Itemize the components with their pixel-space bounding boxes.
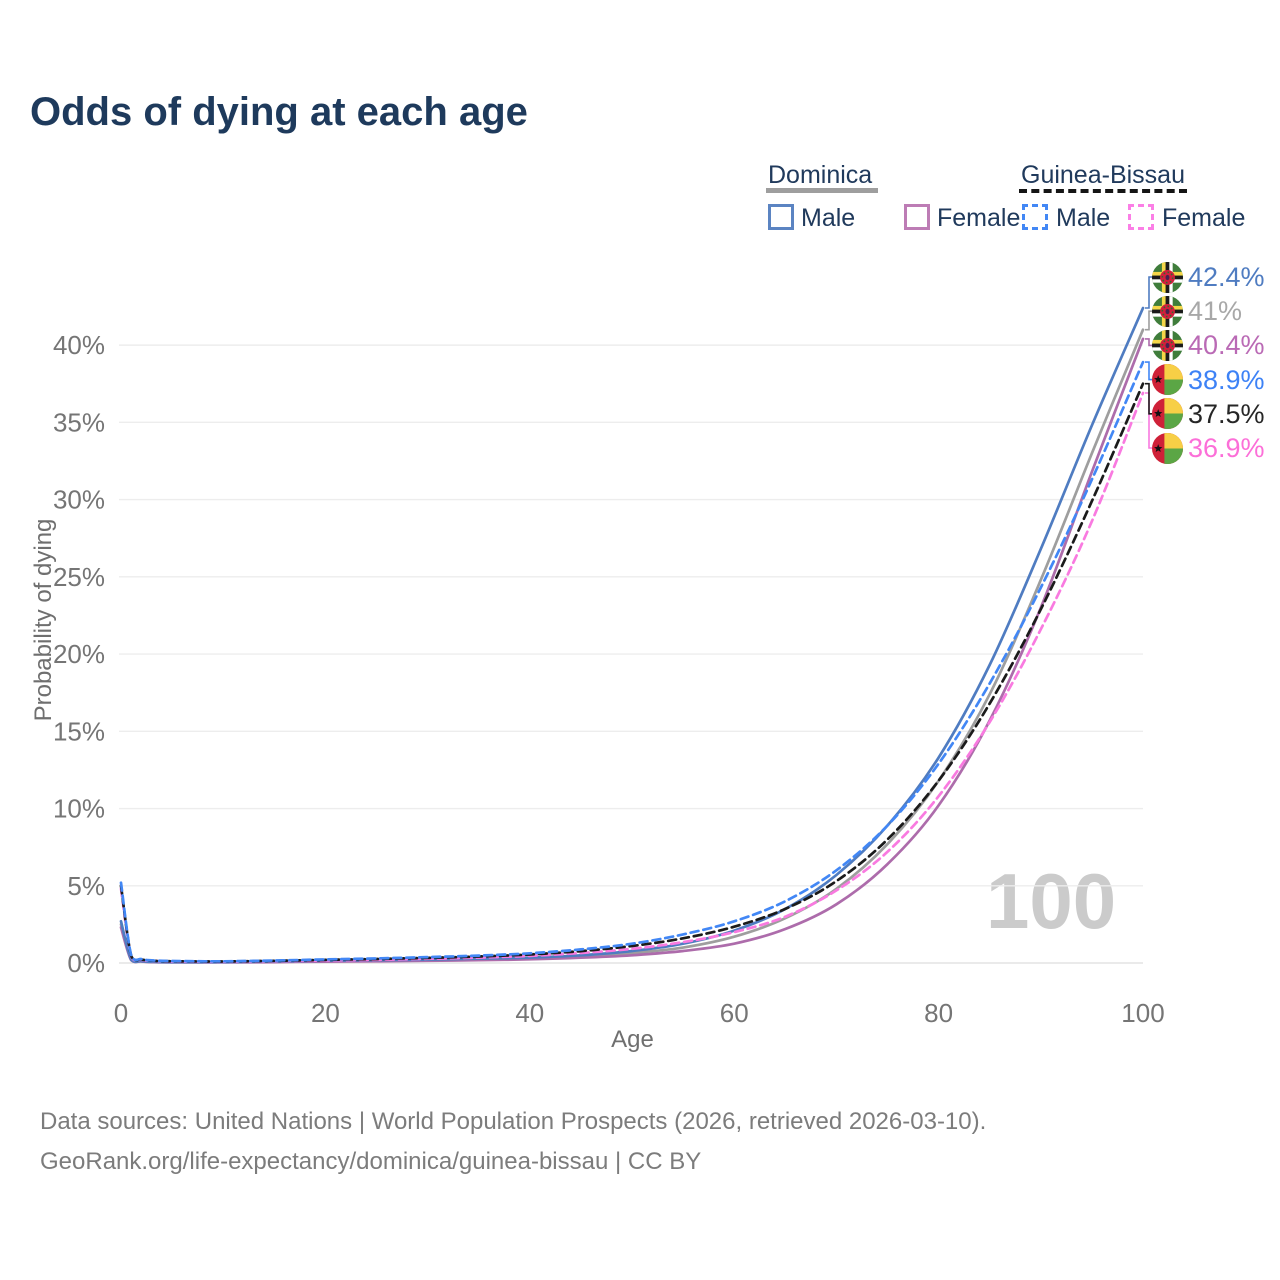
x-axis-title: Age [611,1026,654,1053]
y-tick-label: 30% [53,485,105,515]
guinea-bissau-flag-icon [1152,398,1183,430]
x-tick-label: 40 [515,998,544,1028]
series-line-dominica-female[interactable] [119,337,1145,964]
end-label-connector [1145,310,1152,331]
dominica-flag-icon [1152,261,1183,293]
footer-attribution[interactable]: GeoRank.org/life-expectancy/dominica/gui… [40,1148,702,1175]
y-tick-label: 40% [53,330,105,360]
end-value-label: 38.9% [1188,364,1265,395]
y-tick-label: 15% [53,716,105,746]
x-tick-label: 80 [924,998,953,1028]
dominica-flag-icon [1152,329,1183,361]
hover-age-watermark: 100 [986,857,1117,945]
series-line-dominica-both[interactable] [119,328,1145,964]
footer-data-sources: Data sources: United Nations | World Pop… [40,1108,987,1135]
legend-swatch-dominica-female[interactable] [904,204,930,230]
guinea-bissau-flag-icon [1152,364,1183,396]
end-label-flag [1152,295,1183,327]
legend-group-dominica-title: Dominica [768,161,873,189]
end-value-label: 37.5% [1188,398,1265,429]
x-tick-label: 20 [311,998,340,1028]
end-label-connector [1145,392,1152,449]
end-label-connector [1145,361,1152,381]
end-value-label: 42.4% [1188,262,1265,292]
end-label-flag [1152,432,1183,464]
end-label-flag [1152,329,1183,361]
dominica-flag-icon [1152,295,1183,327]
x-tick-label: 60 [720,998,749,1028]
y-tick-label: 35% [53,407,105,437]
legend-label-guinea-bissau-female[interactable]: Female [1162,204,1246,232]
legend-group-guinea-bissau-title: Guinea-Bissau [1021,161,1185,189]
series-line-guinea-bissau-female[interactable] [119,391,1145,964]
end-label-flag [1152,261,1183,293]
legend-label-dominica-male[interactable]: Male [801,204,856,232]
series-line-dominica-male[interactable] [119,306,1145,964]
end-value-label: 40.4% [1188,330,1265,361]
y-axis-title: Probability of dying [30,518,57,722]
legend-label-dominica-female[interactable]: Female [937,204,1021,232]
end-label-connector [1145,382,1152,415]
end-label-flag [1152,398,1183,430]
legend-dominica-underline [766,188,878,193]
legend-guinea-bissau-underline [1019,189,1187,193]
y-tick-label: 25% [53,562,105,592]
y-tick-label: 0% [67,948,105,978]
page-title: Odds of dying at each age [30,90,528,134]
end-label-connector [1145,338,1152,347]
end-value-label: 36.9% [1188,433,1265,463]
legend-swatch-dominica-male[interactable] [768,204,794,230]
series-line-guinea-bissau-both[interactable] [119,382,1145,963]
legend-label-guinea-bissau-male[interactable]: Male [1056,204,1111,232]
y-tick-label: 20% [53,639,105,669]
x-tick-label: 0 [114,998,128,1028]
end-label-connector [1145,276,1152,309]
end-value-label: 41% [1188,296,1243,327]
y-tick-label: 10% [53,794,105,824]
y-tick-label: 5% [67,871,105,901]
end-label-flag [1152,364,1183,396]
guinea-bissau-flag-icon [1152,432,1183,464]
legend-swatch-guinea-bissau-female[interactable] [1128,204,1154,230]
x-tick-label: 100 [1121,998,1164,1028]
legend-swatch-guinea-bissau-male[interactable] [1022,204,1048,230]
series-line-guinea-bissau-male[interactable] [119,360,1145,963]
